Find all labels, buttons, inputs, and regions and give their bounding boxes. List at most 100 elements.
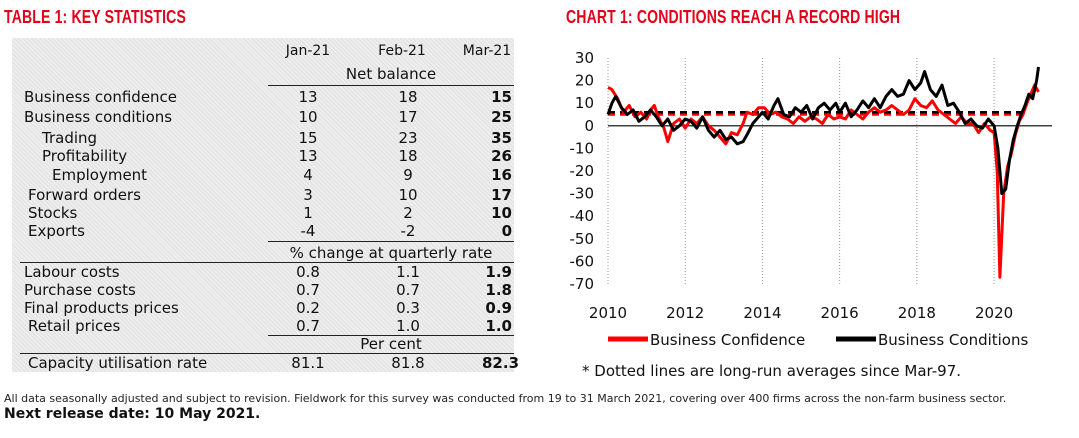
x-axis-labels: 2010 2012 2014 2016 2018 2020 (589, 304, 1013, 322)
chart-title: CHART 1: CONDITIONS REACH A RECORD HIGH (566, 7, 901, 27)
row-label: Retail prices (28, 317, 121, 335)
y-tick-label: 30 (575, 49, 594, 67)
y-tick-label: 10 (575, 94, 594, 112)
cell-feb: 81.8 (391, 354, 425, 372)
table-row: Forward orders 3 10 17 (12, 186, 514, 204)
cell-jan: 3 (303, 186, 313, 204)
row-label: Business confidence (24, 88, 178, 106)
table-row: Labour costs 0.8 1.1 1.9 (12, 263, 514, 281)
table-row: Purchase costs 0.7 0.7 1.8 (12, 281, 514, 299)
legend-label-confidence: Business Confidence (650, 331, 805, 349)
cell-jan: 81.1 (291, 354, 325, 372)
cell-mar: 25 (491, 108, 512, 126)
y-tick-label: -70 (570, 275, 595, 293)
y-tick-label: 20 (575, 72, 594, 90)
cell-mar: 0.9 (485, 299, 512, 317)
chart-legend: Business Confidence Business Conditions (608, 331, 1028, 349)
divider (268, 241, 514, 242)
cell-mar: 26 (491, 147, 512, 165)
cell-feb: 0.7 (396, 281, 420, 299)
legend-label-conditions: Business Conditions (878, 331, 1028, 349)
footnote: All data seasonally adjusted and subject… (4, 392, 1007, 405)
cell-feb: 2 (403, 204, 413, 222)
x-tick-label: 2012 (666, 304, 704, 322)
table-row: Trading 15 23 35 (12, 129, 514, 147)
cell-jan: 0.7 (296, 317, 320, 335)
divider (268, 85, 514, 86)
band-net-balance: Net balance (345, 65, 437, 83)
column-header-mar: Mar-21 (462, 43, 512, 59)
table-row: Stocks 1 2 10 (12, 204, 514, 222)
y-tick-label: 0 (584, 117, 594, 135)
cell-mar: 16 (491, 166, 512, 184)
row-label: Purchase costs (24, 281, 136, 299)
cell-mar: 1.9 (485, 263, 512, 281)
divider (268, 335, 514, 336)
cell-mar: 10 (491, 204, 512, 222)
cell-feb: 10 (398, 186, 418, 204)
row-label: Employment (52, 166, 148, 184)
row-label: Capacity utilisation rate (28, 354, 208, 372)
series-lines (606, 66, 1040, 279)
y-tick-label: -30 (570, 185, 595, 203)
y-tick-label: -50 (570, 230, 595, 248)
table-row: Profitability 13 18 26 (12, 147, 514, 165)
cell-jan: 13 (298, 88, 318, 106)
cell-feb: 18 (398, 88, 418, 106)
table-row: Exports -4 -2 0 (12, 222, 514, 240)
cell-mar: 1.0 (485, 317, 512, 335)
cell-feb: 17 (398, 108, 418, 126)
column-header-jan: Jan-21 (285, 43, 331, 59)
row-label: Stocks (28, 204, 78, 222)
band-quarterly-change: % change at quarterly rate (289, 244, 493, 262)
row-label: Forward orders (28, 186, 141, 204)
y-tick-label: -20 (570, 162, 595, 180)
table-row: Capacity utilisation rate 81.1 81.8 82.3 (12, 354, 520, 372)
y-tick-label: -40 (570, 207, 595, 225)
table-row: Final products prices 0.2 0.3 0.9 (12, 299, 514, 317)
cell-jan: 15 (298, 129, 318, 147)
x-tick-label: 2018 (898, 304, 936, 322)
release-date: Next release date: 10 May 2021. (4, 406, 261, 422)
cell-mar: 82.3 (482, 354, 520, 372)
x-tick-label: 2016 (821, 304, 859, 322)
cell-jan: 13 (298, 147, 318, 165)
cell-jan: 0.2 (296, 299, 320, 317)
cell-jan: 0.7 (296, 281, 320, 299)
x-tick-label: 2020 (975, 304, 1013, 322)
cell-feb: 9 (403, 166, 413, 184)
divider (20, 262, 514, 263)
cell-jan: -4 (300, 222, 316, 240)
y-axis-labels: 30 20 10 0 -10 -20 -30 -40 -50 -60 -70 (570, 49, 595, 293)
cell-feb: 1.1 (396, 263, 420, 281)
cell-feb: 18 (398, 147, 418, 165)
table-row: Retail prices 0.7 1.0 1.0 (12, 317, 514, 335)
cell-jan: 0.8 (296, 263, 320, 281)
divider (20, 353, 514, 354)
row-label: Labour costs (24, 263, 120, 281)
row-label: Exports (28, 222, 85, 240)
row-label: Trading (42, 129, 98, 147)
series-line-business-confidence (607, 83, 1040, 279)
cell-feb: 1.0 (396, 317, 420, 335)
table-row: Business conditions 10 17 25 (12, 108, 514, 126)
chart-grid (607, 58, 1052, 284)
chart-note: * Dotted lines are long-run averages sin… (582, 362, 961, 380)
conditions-line-chart: 30 20 10 0 -10 -20 -30 -40 -50 -60 -70 20 10 2012 201… (570, 49, 1052, 380)
cell-mar: 17 (491, 186, 512, 204)
cell-mar: 1.8 (485, 281, 512, 299)
x-tick-label: 2014 (743, 304, 781, 322)
y-tick-label: -10 (570, 139, 595, 157)
column-header-feb: Feb-21 (378, 43, 426, 59)
cell-mar: 15 (491, 88, 512, 106)
row-label: Final products prices (24, 299, 179, 317)
series-line-business-conditions (606, 66, 1040, 196)
cell-jan: 4 (303, 166, 313, 184)
cell-feb: 0.3 (396, 299, 420, 317)
cell-feb: -2 (400, 222, 416, 240)
y-tick-label: -60 (570, 252, 595, 270)
table-row: Employment 4 9 16 (12, 166, 514, 184)
row-label: Business conditions (24, 108, 173, 126)
cell-mar: 0 (501, 222, 512, 240)
row-label: Profitability (42, 147, 128, 165)
